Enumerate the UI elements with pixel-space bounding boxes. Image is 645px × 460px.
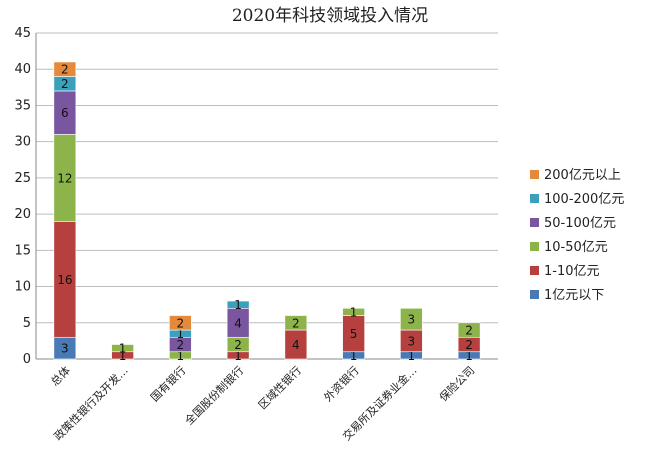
data-label: 5 xyxy=(350,327,358,341)
legend-label: 200亿元以上 xyxy=(544,168,621,183)
data-label: 3 xyxy=(408,334,416,348)
data-label: 1 xyxy=(234,298,242,312)
data-label: 2 xyxy=(177,338,185,352)
legend-swatch xyxy=(530,242,539,251)
data-label: 2 xyxy=(234,338,242,352)
legend-item: 200亿元以上 xyxy=(530,168,621,183)
bar-stack: 42 xyxy=(284,315,308,360)
data-label: 12 xyxy=(57,171,72,185)
legend-label: 50-100亿元 xyxy=(544,216,616,231)
y-tick-label: 45 xyxy=(14,26,31,41)
data-label: 1 xyxy=(119,342,127,356)
y-tick-label: 30 xyxy=(14,135,31,150)
legend-label: 1亿元以下 xyxy=(544,288,604,303)
legend-label: 10-50亿元 xyxy=(544,240,608,255)
data-label: 4 xyxy=(292,338,300,352)
bar-stack: 133 xyxy=(400,307,423,363)
x-tick-label: 保险公司 xyxy=(436,363,477,404)
x-tick-label: 国有银行 xyxy=(147,363,188,404)
data-label: 2 xyxy=(177,316,185,330)
data-label: 1 xyxy=(465,349,473,363)
bar-segment xyxy=(169,315,192,331)
chart-title: 2020年科技领域投入情况 xyxy=(232,6,428,26)
gridlines xyxy=(36,32,498,360)
data-label: 1 xyxy=(350,305,358,319)
data-label: 3 xyxy=(61,342,69,356)
data-label: 6 xyxy=(61,106,69,120)
legend-label: 100-200亿元 xyxy=(544,192,624,207)
y-tick-label: 35 xyxy=(14,98,31,113)
data-label: 3 xyxy=(408,313,416,327)
data-label: 1 xyxy=(119,349,127,363)
bar-segment xyxy=(342,307,365,316)
bar-segment xyxy=(111,344,134,353)
legend-swatch xyxy=(530,218,539,227)
bar-segment xyxy=(457,322,481,338)
legend-item: 50-100亿元 xyxy=(530,216,616,231)
data-label: 1 xyxy=(177,327,185,341)
data-label: 2 xyxy=(61,77,69,91)
data-label: 1 xyxy=(350,349,358,363)
legend-item: 100-200亿元 xyxy=(530,192,624,207)
bar-segment xyxy=(284,315,308,331)
bar-segment xyxy=(53,61,77,77)
x-tick-label: 总体 xyxy=(48,363,73,388)
y-tick-label: 5 xyxy=(23,316,31,331)
bar-stack: 11 xyxy=(111,342,134,363)
y-tick-label: 40 xyxy=(14,62,31,77)
legend-swatch xyxy=(530,194,539,203)
legend-swatch xyxy=(530,290,539,299)
y-tick-label: 0 xyxy=(23,352,31,367)
data-label: 1 xyxy=(234,349,242,363)
x-tick-label: 外资银行 xyxy=(321,363,362,404)
y-tick-label: 10 xyxy=(14,280,31,295)
legend-label: 1-10亿元 xyxy=(544,264,600,279)
data-label: 2 xyxy=(465,338,473,352)
legend-item: 1-10亿元 xyxy=(530,264,600,279)
data-label: 4 xyxy=(234,316,242,330)
y-tick-label: 25 xyxy=(14,171,31,186)
x-tick-label: 全国股份制银行 xyxy=(182,363,246,427)
legend-item: 1亿元以下 xyxy=(530,288,604,303)
data-label: 2 xyxy=(292,316,300,330)
legend-item: 10-50亿元 xyxy=(530,240,608,255)
legend-swatch xyxy=(530,170,539,179)
bar-segment xyxy=(226,300,250,309)
legend-swatch xyxy=(530,266,539,275)
x-tick-label: 区域性银行 xyxy=(255,363,304,412)
data-label: 16 xyxy=(57,273,72,287)
data-label: 1 xyxy=(408,349,416,363)
data-label: 1 xyxy=(177,349,185,363)
y-tick-label: 15 xyxy=(14,243,31,258)
bar-segment xyxy=(400,307,423,331)
data-label: 2 xyxy=(61,63,69,77)
y-tick-label: 20 xyxy=(14,207,31,222)
bar-stack: 3 16 12 6 22 xyxy=(53,61,77,360)
bar-stack: 1 5 1 xyxy=(342,305,365,363)
bar-stack: 122 xyxy=(457,322,481,363)
data-label: 2 xyxy=(465,324,473,338)
legend: 200亿元以上 100-200亿元 50-100亿元 10-50亿元 1-10亿元 1亿元… xyxy=(530,168,624,303)
